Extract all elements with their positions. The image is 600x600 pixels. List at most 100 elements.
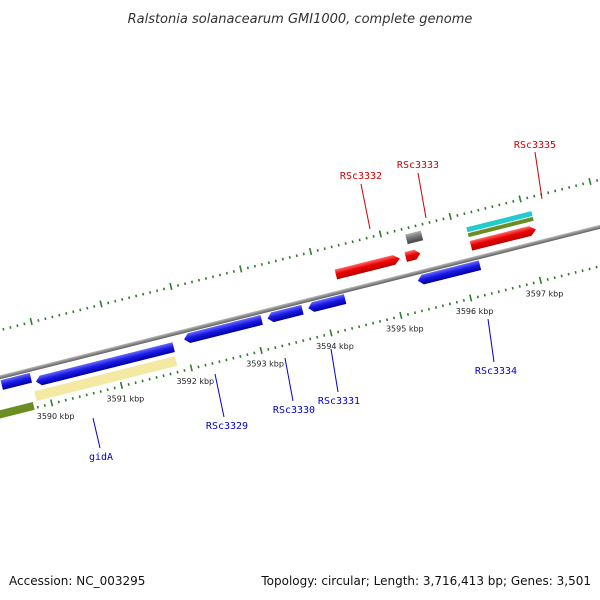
gene-rsc3334[interactable]: [417, 260, 482, 285]
ruler-minor-tick: [386, 231, 389, 235]
ruler-major-tick: [308, 247, 313, 256]
ruler-minor-tick: [497, 290, 500, 294]
ruler-minor-tick: [532, 281, 535, 285]
feature-cyan-right[interactable]: [466, 211, 533, 233]
gene-rsc3333[interactable]: [404, 249, 422, 262]
ruler-minor-tick: [58, 313, 61, 317]
ruler-minor-tick: [148, 377, 151, 381]
ruler-major-tick: [29, 317, 33, 326]
ruler-minor-tick: [16, 324, 19, 328]
ruler-minor-tick: [344, 242, 347, 245]
ruler-minor-tick: [288, 342, 291, 346]
feature-yellow[interactable]: [34, 356, 178, 402]
ruler-minor-tick: [358, 325, 361, 329]
gene-rsc3330[interactable]: [266, 304, 304, 323]
gene-blue-leftedge[interactable]: [0, 372, 33, 390]
gene-label-rsc3331[interactable]: RSc3331: [318, 396, 360, 407]
ruler-major-tick: [518, 195, 522, 203]
ruler-minor-tick: [295, 254, 298, 258]
ruler-minor-tick: [57, 400, 60, 404]
gene-rsc3329[interactable]: [183, 315, 263, 344]
ruler-minor-tick: [330, 245, 333, 249]
ruler-minor-tick: [358, 238, 361, 242]
gene-grey-small[interactable]: [405, 230, 424, 245]
gene-label-rsc3333[interactable]: RSc3333: [397, 160, 439, 171]
genome-summary-text: Topology: circular; Length: 3,716,413 bp…: [261, 574, 591, 588]
ruler-major-tick: [588, 177, 592, 186]
ruler-minor-tick: [169, 372, 172, 376]
ruler-minor-tick: [371, 321, 375, 325]
genome-backbone: [0, 197, 600, 406]
ruler-minor-tick: [407, 226, 410, 230]
ruler-minor-tick: [477, 208, 480, 212]
feature-olive-left[interactable]: [0, 402, 35, 419]
ruler-minor-tick: [567, 272, 570, 276]
ruler-minor-tick: [239, 355, 242, 358]
ruler-minor-tick: [211, 362, 214, 365]
ruler-minor-tick: [253, 264, 256, 268]
ruler-minor-tick: [232, 356, 235, 360]
ruler-minor-tick: [225, 358, 228, 362]
ruler-major-tick: [538, 276, 543, 285]
ruler-minor-tick: [295, 341, 298, 344]
ruler-minor-tick: [596, 179, 599, 182]
ruler-minor-tick: [92, 391, 95, 395]
ruler-minor-tick: [218, 360, 221, 364]
ruler-minor-tick: [420, 309, 424, 313]
ruler-minor-tick: [128, 296, 131, 300]
ruler-minor-tick: [400, 228, 403, 231]
ruler-minor-tick: [260, 263, 263, 266]
ruler-minor-tick: [483, 293, 486, 297]
ruler-major-tick: [378, 230, 383, 238]
ruler-minor-tick: [372, 235, 375, 238]
ruler-minor-tick: [525, 283, 528, 287]
gene-label-rsc3334[interactable]: RSc3334: [475, 366, 517, 377]
ruler-minor-tick: [490, 292, 493, 295]
ruler-minor-tick: [23, 322, 26, 326]
ruler-minor-tick: [526, 196, 529, 200]
ruler-minor-tick: [323, 334, 326, 337]
ruler-minor-tick: [183, 369, 186, 372]
gene-label-rsc3329[interactable]: RSc3329: [206, 421, 248, 432]
kbp-tick-label: 3597 kbp: [526, 290, 564, 299]
ruler-minor-tick: [581, 269, 584, 273]
gene-label-gida[interactable]: gidA: [89, 452, 113, 463]
ruler-upper: [2, 177, 599, 331]
ruler-minor-tick: [462, 299, 465, 302]
gene-label-rsc3335[interactable]: RSc3335: [514, 140, 556, 151]
ruler-major-tick: [119, 381, 124, 390]
ruler-minor-tick: [155, 376, 158, 379]
ruler-major-tick: [239, 265, 243, 273]
ruler-minor-tick: [337, 243, 340, 247]
kbp-tick-label: 3593 kbp: [246, 360, 284, 369]
track-band: [0, 177, 600, 419]
gene-label-rsc3332[interactable]: RSc3332: [340, 171, 382, 182]
ruler-minor-tick: [176, 284, 180, 287]
ruler-minor-tick: [288, 256, 291, 259]
ruler-minor-tick: [476, 295, 479, 299]
gene-rsc3335[interactable]: [469, 225, 537, 251]
ruler-minor-tick: [246, 353, 249, 357]
gene-gida[interactable]: [35, 342, 175, 386]
ruler-minor-tick: [435, 219, 438, 223]
ruler-minor-tick: [442, 217, 445, 221]
ruler-minor-tick: [561, 187, 564, 191]
ruler-major-tick: [169, 282, 173, 291]
gene-label-rsc3330[interactable]: RSc3330: [273, 405, 315, 416]
ruler-minor-tick: [546, 278, 549, 281]
gene-rsc3332[interactable]: [334, 254, 401, 280]
gene-rsc3331[interactable]: [307, 294, 347, 313]
ruler-minor-tick: [246, 266, 249, 270]
ruler-minor-tick: [121, 298, 124, 301]
ruler-minor-tick: [2, 327, 5, 331]
feature-olive-right[interactable]: [467, 216, 534, 238]
ruler-minor-tick: [456, 214, 459, 217]
gene-labels: RSc3332 RSc3333 RSc3335 gidA RSc3329 RSc…: [89, 140, 556, 463]
ruler-minor-tick: [533, 194, 536, 198]
ruler-minor-tick: [365, 323, 368, 327]
ruler-minor-tick: [163, 287, 166, 291]
ruler-minor-tick: [421, 222, 424, 226]
kbp-tick-label: 3595 kbp: [386, 325, 424, 334]
ruler-minor-tick: [323, 247, 326, 251]
